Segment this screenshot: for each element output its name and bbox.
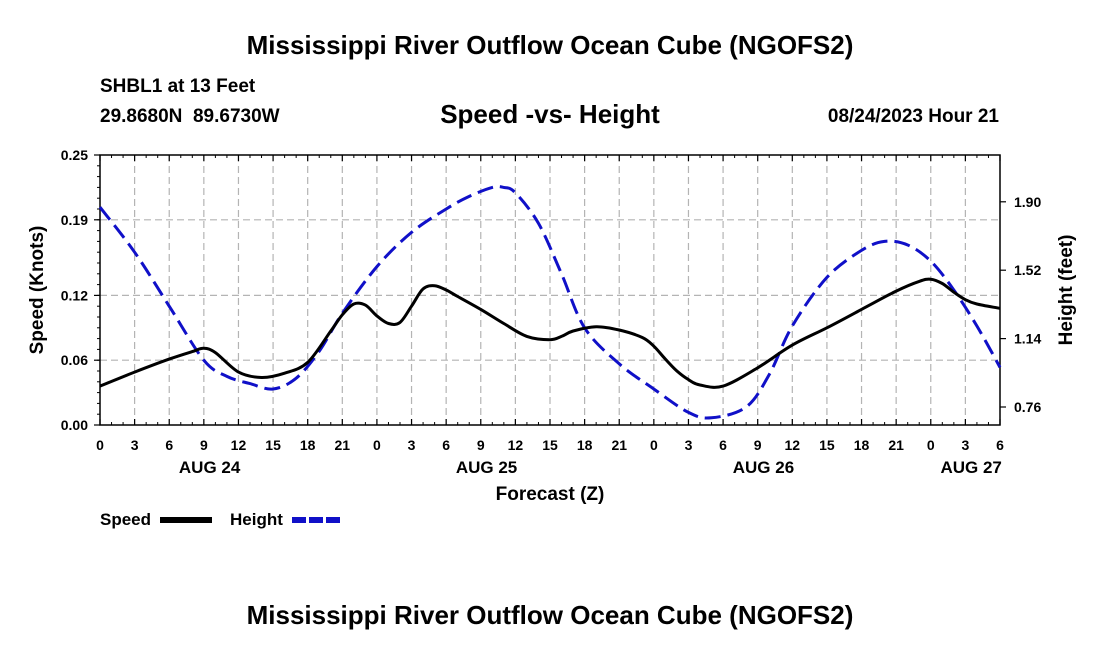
label-layer: 0 3 6 9 12 15 18 21 0 3 6 9 12 15 18 21 0 3 6 9 12 15 18 21 0 3 6 0… bbox=[61, 147, 1042, 477]
y2-tick-label: 1.52 bbox=[1014, 262, 1041, 278]
x-tick-label: 21 bbox=[888, 437, 904, 453]
x-tick-label: 0 bbox=[373, 437, 381, 453]
x-axis-title: Forecast (Z) bbox=[496, 484, 605, 505]
y2-tick-label: 1.14 bbox=[1014, 331, 1041, 347]
x-tick-label: 18 bbox=[300, 437, 316, 453]
x-tick-label: 15 bbox=[265, 437, 281, 453]
x-tick-label: 6 bbox=[719, 437, 727, 453]
x-tick-label: 12 bbox=[508, 437, 524, 453]
x-tick-label: 21 bbox=[611, 437, 627, 453]
x-tick-label: 12 bbox=[785, 437, 801, 453]
x-tick-label: 9 bbox=[200, 437, 208, 453]
x-date-label: AUG 25 bbox=[456, 458, 517, 477]
speed-series-line bbox=[99, 277, 1001, 389]
y-tick-label: 0.00 bbox=[61, 417, 88, 433]
x-tick-label: 18 bbox=[577, 437, 593, 453]
tick-layer bbox=[94, 154, 1006, 426]
x-date-label: AUG 27 bbox=[940, 458, 1001, 477]
height-series-line bbox=[98, 185, 1002, 420]
grid-layer bbox=[100, 155, 1000, 425]
x-tick-label: 0 bbox=[927, 437, 935, 453]
x-tick-label: 15 bbox=[819, 437, 835, 453]
x-tick-label: 6 bbox=[996, 437, 1004, 453]
x-tick-label: 12 bbox=[231, 437, 247, 453]
y2-axis-title: Height (feet) bbox=[1056, 235, 1077, 346]
x-tick-label: 3 bbox=[961, 437, 969, 453]
x-date-label: AUG 26 bbox=[733, 458, 794, 477]
station-label: SHBL1 at 13 Feet bbox=[100, 76, 256, 97]
x-date-label: AUG 24 bbox=[179, 458, 241, 477]
x-tick-label: 0 bbox=[96, 437, 104, 453]
forecast-datetime: 08/24/2023 Hour 21 bbox=[827, 106, 999, 127]
x-tick-label: 6 bbox=[442, 437, 450, 453]
x-tick-label: 9 bbox=[477, 437, 485, 453]
legend-speed-label: Speed bbox=[100, 510, 151, 529]
x-tick-label: 6 bbox=[165, 437, 173, 453]
y-tick-label: 0.12 bbox=[61, 287, 88, 303]
x-tick-label: 18 bbox=[854, 437, 870, 453]
y-tick-label: 0.06 bbox=[61, 352, 88, 368]
footer-title: Mississippi River Outflow Ocean Cube (NG… bbox=[246, 600, 854, 630]
station-coordinates: 29.8680N 89.6730W bbox=[100, 106, 280, 127]
y2-tick-label: 0.76 bbox=[1014, 399, 1041, 415]
legend-height-label: Height bbox=[230, 510, 283, 529]
x-tick-label: 3 bbox=[408, 437, 416, 453]
y2-tick-label: 1.90 bbox=[1014, 194, 1041, 210]
y-tick-label: 0.19 bbox=[61, 212, 88, 228]
main-title: Mississippi River Outflow Ocean Cube (NG… bbox=[246, 30, 854, 60]
chart-title: Speed -vs- Height bbox=[440, 99, 660, 129]
x-tick-label: 21 bbox=[335, 437, 351, 453]
series-layer bbox=[98, 185, 1002, 420]
x-tick-label: 0 bbox=[650, 437, 658, 453]
x-tick-label: 3 bbox=[131, 437, 139, 453]
x-tick-label: 9 bbox=[754, 437, 762, 453]
y-tick-label: 0.25 bbox=[61, 147, 88, 163]
x-tick-label: 3 bbox=[685, 437, 693, 453]
x-tick-label: 15 bbox=[542, 437, 558, 453]
y-axis-title: Speed (Knots) bbox=[27, 226, 48, 355]
